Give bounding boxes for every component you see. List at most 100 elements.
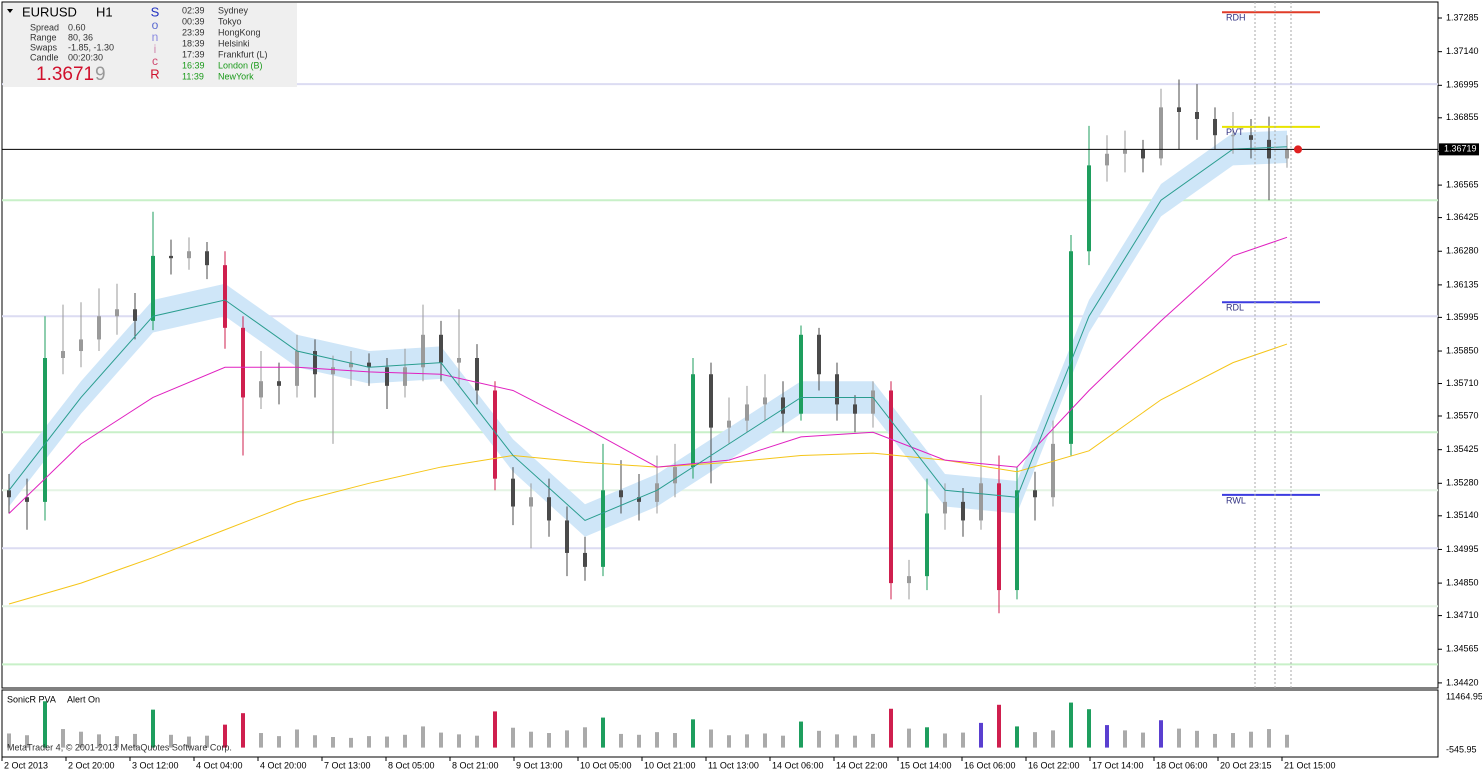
candle-body (889, 390, 893, 584)
info-bg (3, 3, 297, 87)
candle-body (133, 309, 137, 321)
y-tick-label: 1.35140 (1446, 510, 1479, 520)
session-time: 02:39 (182, 5, 205, 15)
candle-body (781, 397, 785, 414)
x-tick-label: 16 Oct 06:00 (964, 760, 1016, 770)
x-tick-label: 10 Oct 21:00 (644, 760, 696, 770)
candle-body (529, 497, 533, 507)
volume-bar (493, 711, 497, 748)
candle-body (1231, 135, 1235, 137)
candle-body (979, 483, 983, 521)
row-label: Candle (30, 52, 59, 62)
candle-body (637, 497, 641, 502)
v-tick-label: 11464.95 (1446, 691, 1482, 701)
candle-body (313, 351, 317, 375)
x-tick-label: 18 Oct 06:00 (1156, 760, 1208, 770)
x-tick-label: 2 Oct 2013 (4, 760, 48, 770)
y-tick-label: 1.36135 (1446, 279, 1479, 289)
volume-bar (241, 713, 245, 748)
copyright: MetaTrader 4, © 2001-2013 MetaQuotes Sof… (7, 742, 232, 752)
candle-body (763, 397, 767, 405)
volume-bar (1159, 720, 1163, 748)
volume-bar (709, 729, 713, 748)
candle-body (151, 255, 155, 321)
candle-body (349, 362, 353, 368)
symbol: EURUSD (22, 4, 77, 19)
sessions: 02:39 Sydney 00:39 Tokyo 23:39 HongKong 18:39 H… (182, 5, 268, 81)
candle-body (799, 334, 803, 414)
x-tick-label: 10 Oct 05:00 (580, 760, 632, 770)
x-tick-label: 14 Oct 06:00 (772, 760, 824, 770)
candle-body (403, 367, 407, 386)
moving-average (8, 236, 1288, 514)
row-value: 00:20:30 (68, 52, 103, 62)
x-tick-label: 16 Oct 22:00 (1028, 760, 1080, 770)
pivot-label: RWL (1226, 495, 1246, 505)
x-tick-label: 7 Oct 13:00 (324, 760, 371, 770)
row-label: Spread (30, 22, 59, 32)
y-tick-label: 1.34710 (1446, 610, 1479, 620)
session-city: Sydney (218, 5, 249, 15)
volume-bar (133, 733, 137, 748)
candle-body (1195, 112, 1199, 119)
volume-bar (295, 729, 299, 748)
brand-letter: R (150, 66, 159, 81)
candle-body (1123, 149, 1127, 154)
y-tick-label: 1.36995 (1446, 80, 1479, 90)
volume-bar (1249, 731, 1253, 748)
candle-body (907, 576, 911, 584)
candle-body (223, 265, 227, 328)
brand-letter: n (152, 30, 159, 44)
candle-body (367, 362, 371, 368)
menu-arrow[interactable] (7, 9, 13, 13)
y-tick-label: 1.36855 (1446, 112, 1479, 122)
volume-bar (475, 735, 479, 748)
candle-body (547, 497, 551, 521)
x-tick-label: 4 Oct 20:00 (260, 760, 307, 770)
volume-bar (565, 730, 569, 748)
y-tick-label: 1.34995 (1446, 544, 1479, 554)
volume-bar (853, 735, 857, 748)
candle-body (925, 513, 929, 577)
candle-body (457, 357, 461, 363)
candle-body (1051, 443, 1055, 498)
row-label: Swaps (30, 42, 58, 52)
y-tick-label: 1.36565 (1446, 179, 1479, 189)
volume-bar (925, 727, 929, 748)
volume-bar (997, 704, 1001, 748)
volume-bar (421, 726, 425, 748)
y-tick-label: 1.37285 (1446, 12, 1479, 22)
y-tick-label: 1.34420 (1446, 677, 1479, 687)
candle-body (1069, 251, 1073, 444)
x-tick-label: 8 Oct 21:00 (452, 760, 499, 770)
session-time: 17:39 (182, 49, 205, 59)
pivot-label: PVT (1226, 127, 1244, 137)
session-city: Tokyo (218, 16, 242, 26)
candle-body (871, 390, 875, 414)
candle-body (187, 251, 191, 259)
candle-body (1105, 153, 1109, 166)
volume-bar (673, 733, 677, 748)
moving-average (8, 146, 1288, 522)
session-city: HongKong (218, 27, 261, 37)
y-tick-label: 1.35280 (1446, 478, 1479, 488)
x-tick-label: 3 Oct 12:00 (132, 760, 179, 770)
volume-bar (331, 737, 335, 748)
volume-bar (403, 734, 407, 748)
volume-bar (907, 728, 911, 748)
candle-body (961, 501, 965, 521)
volume-bar (385, 736, 389, 748)
volume-bar (169, 734, 173, 748)
candle-body (295, 351, 299, 386)
volume-bar (1267, 729, 1271, 748)
row-value: 0.60 (68, 22, 86, 32)
candle-body (853, 404, 857, 414)
indicator-alert: Alert On (67, 694, 100, 704)
volume-bar (781, 735, 785, 748)
y-tick-label: 1.37140 (1446, 46, 1479, 56)
row-value: 80, 36 (68, 32, 93, 42)
volume-bar (1069, 702, 1073, 748)
volume-bar (1141, 732, 1145, 748)
